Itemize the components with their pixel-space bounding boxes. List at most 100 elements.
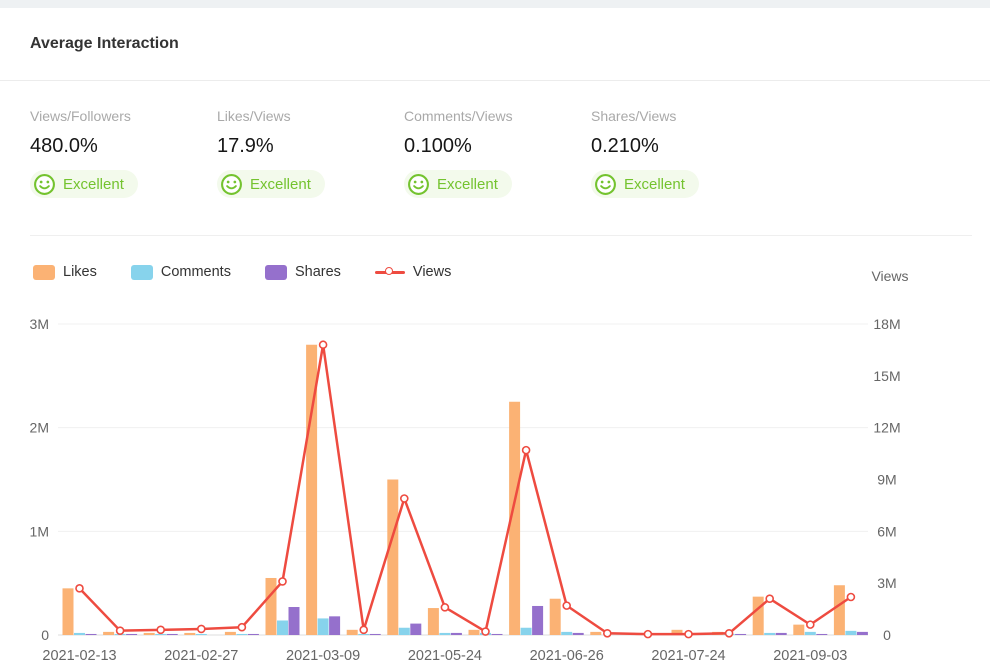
right-axis-tick: 15M xyxy=(873,368,900,384)
bar-comments xyxy=(317,618,329,635)
smiley-icon xyxy=(595,173,616,195)
right-axis-name: Views xyxy=(871,268,908,284)
left-axis-tick: 3M xyxy=(30,316,49,332)
legend-item-views[interactable]: Views xyxy=(374,264,452,280)
stat-value: 0.100% xyxy=(404,135,472,157)
bar-likes xyxy=(224,631,236,635)
bar-likes xyxy=(184,632,196,635)
x-axis-label: 2021-05-24 xyxy=(408,648,482,664)
right-axis-tick: 18M xyxy=(873,316,900,332)
stats-row: Views/Followers 480.0% Excellent Likes/V… xyxy=(30,108,990,218)
views-marker xyxy=(521,445,531,455)
comments-swatch xyxy=(130,264,153,280)
views-marker xyxy=(481,627,490,636)
right-axis-tick: 6M xyxy=(877,523,896,539)
legend-label: Shares xyxy=(294,264,341,280)
bar-shares xyxy=(450,632,462,635)
bar-shares xyxy=(329,616,341,635)
bar-shares xyxy=(775,632,787,635)
left-axis-tick: 2M xyxy=(30,420,49,436)
views-line xyxy=(78,343,853,636)
bar-likes xyxy=(833,585,845,635)
stat-likes-views: Likes/Views 17.9% Excellent xyxy=(217,108,404,218)
views-marker xyxy=(399,494,409,503)
bar-comments xyxy=(277,620,288,635)
stat-value: 480.0% xyxy=(30,135,98,157)
legend-item-likes[interactable]: Likes xyxy=(33,264,97,280)
bar-likes xyxy=(387,479,399,635)
bar-shares xyxy=(166,633,178,635)
right-axis-tick: 3M xyxy=(877,575,896,591)
bar-comments xyxy=(358,633,370,635)
right-axis-tick: 0 xyxy=(883,627,891,643)
bar-comments xyxy=(439,632,451,635)
chart-legend: Likes Comments Shares Views xyxy=(33,263,451,281)
bar-likes xyxy=(752,596,764,635)
x-axis-label: 2021-09-03 xyxy=(773,648,847,664)
views-marker xyxy=(724,628,734,638)
views-marker xyxy=(440,603,450,612)
views-line-symbol xyxy=(374,264,405,280)
views-marker xyxy=(318,340,328,350)
legend-item-comments[interactable]: Comments xyxy=(130,264,231,280)
legend-label: Views xyxy=(412,264,452,280)
likes-swatch xyxy=(33,264,55,280)
smiley-icon xyxy=(408,173,429,195)
bar-shares xyxy=(410,623,422,635)
stats-divider xyxy=(30,235,972,236)
bar-shares xyxy=(85,633,97,635)
stat-views-followers: Views/Followers 480.0% Excellent xyxy=(30,108,217,218)
bar-likes xyxy=(671,629,683,635)
stat-label: Comments/Views xyxy=(404,108,513,124)
bar-shares xyxy=(369,633,381,635)
bar-comments xyxy=(520,627,532,635)
bar-shares xyxy=(735,633,747,635)
bar-likes xyxy=(549,598,561,635)
stat-value: 17.9% xyxy=(217,135,274,157)
x-axis-label: 2021-06-26 xyxy=(530,648,604,664)
average-interaction-card: Average Interaction Views/Followers 480.… xyxy=(0,8,990,672)
rating-text: Excellent xyxy=(437,175,498,193)
rating-text: Excellent xyxy=(63,175,124,193)
legend-item-shares[interactable]: Shares xyxy=(264,264,341,280)
smiley-icon xyxy=(34,173,55,195)
bar-comments xyxy=(561,631,573,635)
x-axis-label: 2021-02-27 xyxy=(164,648,238,664)
bar-shares xyxy=(288,607,300,635)
bar-likes xyxy=(427,608,439,635)
views-marker xyxy=(805,620,815,629)
stat-label: Shares/Views xyxy=(591,108,677,124)
bar-shares xyxy=(572,632,584,635)
bar-comments xyxy=(236,633,248,635)
views-marker xyxy=(115,626,125,635)
bar-likes xyxy=(590,631,602,635)
views-marker xyxy=(156,625,165,635)
views-marker xyxy=(765,594,775,604)
views-marker xyxy=(197,624,206,634)
rating-badge: Excellent xyxy=(30,170,138,198)
bar-comments xyxy=(845,630,857,635)
rating-text: Excellent xyxy=(624,175,685,193)
views-marker xyxy=(237,622,247,632)
bar-shares xyxy=(247,633,259,635)
stat-value: 0.210% xyxy=(591,135,659,157)
views-marker xyxy=(643,629,653,639)
left-axis-tick: 0 xyxy=(41,627,49,643)
rating-text: Excellent xyxy=(250,175,311,193)
bar-shares xyxy=(126,633,138,635)
interaction-chart[interactable]: 3M 2M 1M 0 18M 15M 12M 9M 6M 3M 0 Views 2021-02-13 20… xyxy=(0,250,990,672)
card-title: Average Interaction xyxy=(30,35,179,52)
rating-badge: Excellent xyxy=(217,170,325,198)
views-marker xyxy=(75,584,84,593)
bar-shares xyxy=(856,631,868,635)
right-axis-tick: 12M xyxy=(873,420,900,436)
x-axis-label: 2021-07-24 xyxy=(651,648,725,664)
rating-badge: Excellent xyxy=(404,170,512,198)
stat-shares-views: Shares/Views 0.210% Excellent xyxy=(591,108,778,218)
bar-comments xyxy=(764,632,776,635)
views-marker xyxy=(846,592,856,602)
legend-label: Likes xyxy=(63,264,97,280)
bar-shares xyxy=(532,605,544,635)
legend-label: Comments xyxy=(160,264,231,280)
bar-likes xyxy=(265,577,277,635)
